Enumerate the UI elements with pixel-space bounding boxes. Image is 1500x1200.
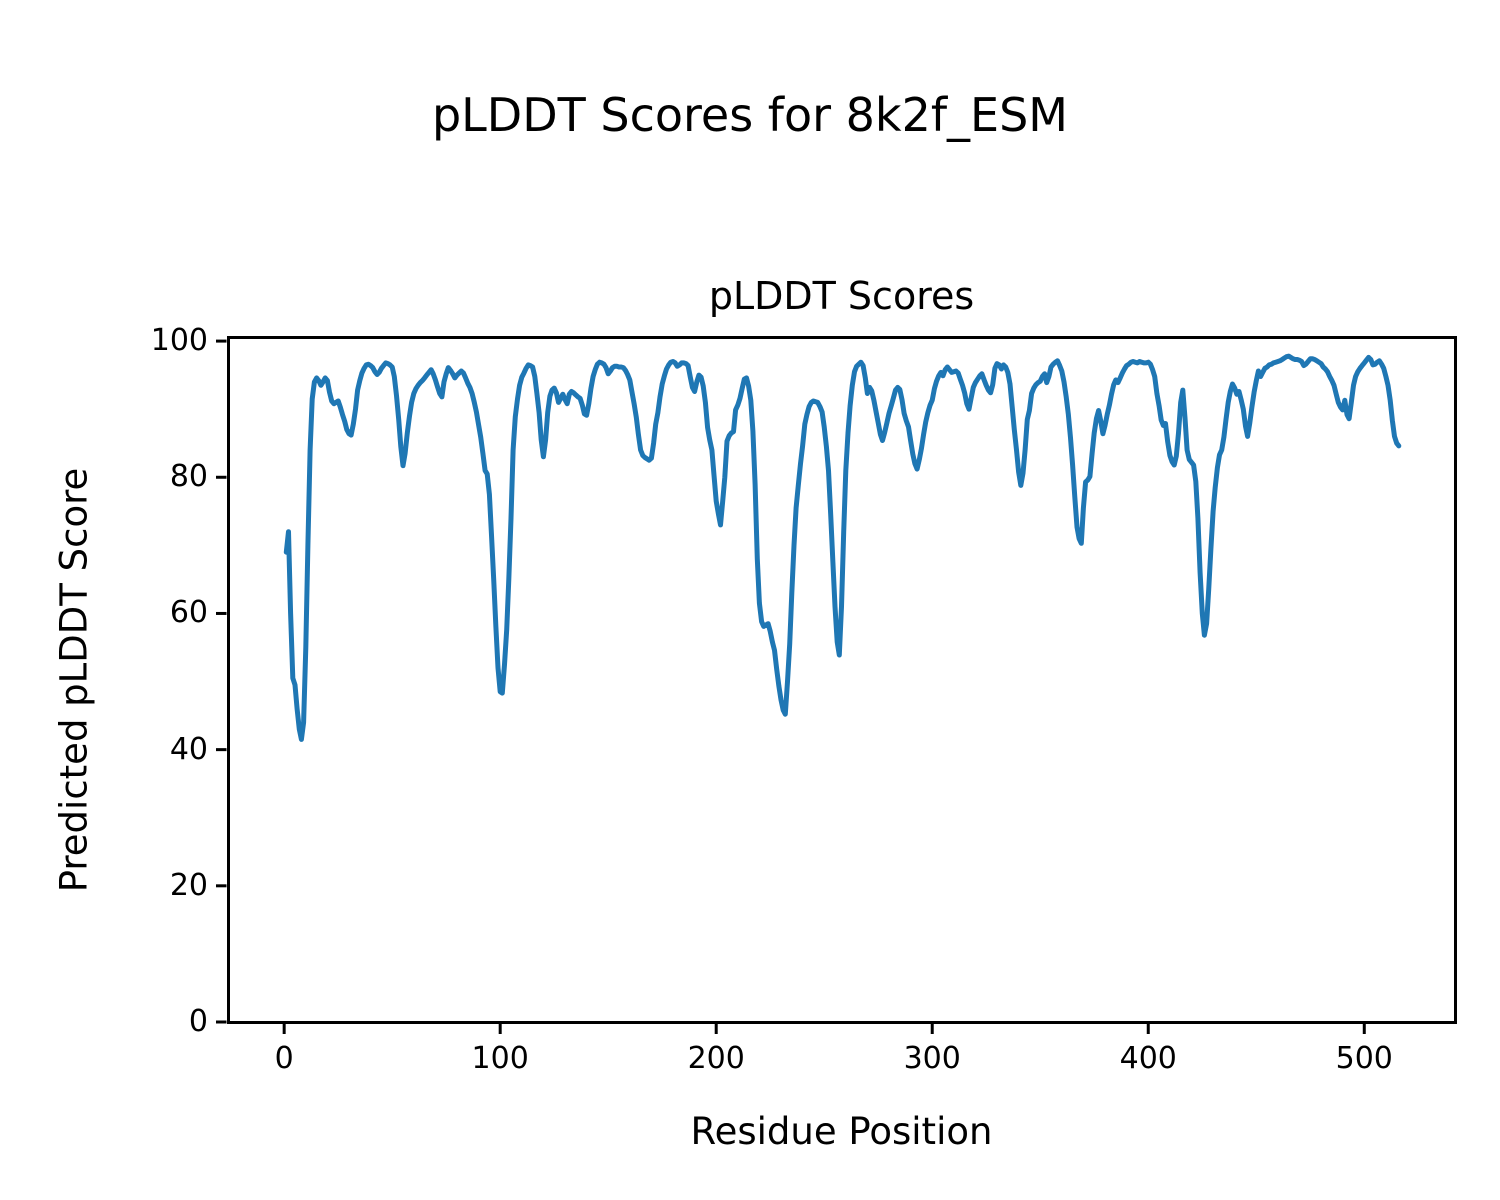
y-tick-label: 100 [150,323,208,359]
figure-title: pLDDT Scores for 8k2f_ESM [431,88,1068,142]
y-tick-label: 60 [169,595,208,631]
x-axis-label: Residue Position [690,1110,993,1153]
y-tick-label: 80 [169,459,208,495]
axes-title: pLDDT Scores [708,274,975,318]
tick-marks [216,339,1366,1034]
y-tick-label: 40 [169,731,208,767]
x-tick-label: 400 [1119,1041,1177,1076]
y-axis-label: Predicted pLDDT Score [52,467,96,893]
x-tick-label: 100 [471,1041,529,1076]
x-tick-label: 500 [1335,1041,1393,1076]
y-tick-label: 0 [188,1004,208,1039]
y-tick-label: 20 [169,867,208,903]
x-tick-label: 200 [687,1041,745,1076]
x-tick-label: 0 [274,1041,294,1076]
axes-spines [227,336,1457,1024]
plddt-line-series [283,353,1402,742]
x-tick-label: 300 [903,1041,961,1076]
